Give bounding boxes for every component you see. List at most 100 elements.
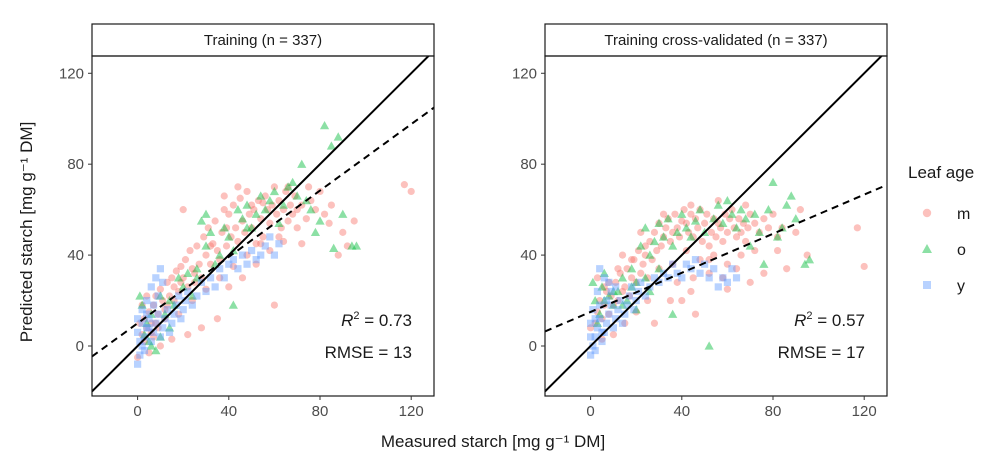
point-o — [718, 218, 728, 227]
panel-frame — [91, 55, 435, 397]
point-y — [596, 265, 604, 273]
point-o — [274, 218, 284, 227]
point-m — [796, 206, 804, 214]
point-m — [694, 224, 702, 232]
point-o — [649, 236, 660, 246]
point-y — [175, 292, 183, 300]
point-o — [242, 200, 252, 209]
point-o — [731, 223, 742, 232]
point-m — [662, 224, 670, 232]
point-o — [668, 241, 678, 250]
data-points — [587, 177, 868, 359]
point-m — [197, 324, 206, 332]
point-m — [657, 242, 665, 250]
panel-title: Training (n = 337) — [204, 32, 322, 49]
point-m — [669, 228, 677, 236]
point-m — [760, 215, 768, 223]
point-y — [143, 296, 151, 305]
point-y — [159, 278, 167, 286]
legend-label-y: y — [957, 278, 965, 295]
y-tick-label: 0 — [76, 338, 84, 355]
point-m — [751, 246, 759, 255]
point-m — [659, 233, 668, 241]
point-m — [705, 269, 713, 277]
point-m — [632, 278, 640, 286]
point-m — [600, 283, 608, 291]
point-m — [628, 256, 636, 264]
point-m — [286, 201, 294, 209]
point-o — [736, 205, 746, 214]
point-o — [319, 120, 330, 130]
point-y — [188, 301, 196, 309]
point-m — [298, 201, 306, 209]
point-m — [746, 278, 754, 286]
point-m — [213, 246, 221, 255]
point-y — [719, 274, 727, 282]
point-m — [853, 224, 861, 232]
point-y — [147, 283, 155, 291]
point-m — [783, 265, 791, 273]
point-m — [755, 228, 763, 236]
point-m — [179, 274, 187, 282]
point-m — [616, 269, 624, 277]
point-y — [177, 315, 185, 323]
point-y — [696, 269, 704, 277]
point-m — [268, 201, 276, 209]
point-y — [587, 333, 595, 341]
point-o — [741, 214, 751, 223]
point-m — [298, 240, 306, 248]
point-o — [256, 191, 266, 200]
point-m — [666, 296, 675, 305]
point-o — [137, 300, 147, 309]
point-m — [206, 260, 215, 268]
point-m — [220, 206, 228, 214]
legend-label-o: o — [957, 242, 966, 259]
point-o — [668, 309, 678, 318]
point-m — [751, 219, 759, 227]
x-tick-label: 80 — [312, 403, 329, 420]
x-tick-label: 40 — [673, 403, 690, 420]
point-m — [222, 242, 231, 250]
point-o — [201, 209, 211, 218]
point-o — [205, 227, 216, 237]
point-y — [691, 256, 700, 264]
point-y — [248, 246, 256, 255]
point-o — [663, 214, 673, 223]
point-m — [685, 228, 693, 236]
point-m — [646, 237, 654, 246]
point-o — [151, 345, 161, 355]
point-y — [134, 360, 142, 368]
point-m — [735, 215, 743, 223]
point-y — [140, 346, 149, 355]
point-o — [135, 291, 145, 300]
point-y — [147, 337, 155, 346]
point-o — [283, 182, 293, 191]
point-m — [682, 219, 690, 227]
point-m — [149, 333, 158, 341]
point-m — [213, 315, 221, 323]
point-o — [695, 205, 705, 214]
point-m — [723, 285, 732, 293]
point-y — [682, 260, 690, 268]
point-y — [138, 342, 146, 350]
point-o — [178, 282, 188, 291]
point-m — [644, 274, 652, 282]
point-m — [625, 292, 633, 300]
point-m — [143, 324, 151, 332]
legend-key-y — [923, 281, 931, 289]
point-m — [655, 219, 663, 227]
point-m — [238, 274, 247, 282]
point-o — [201, 241, 211, 250]
point-m — [691, 215, 700, 223]
point-m — [723, 260, 732, 268]
point-m — [703, 210, 711, 218]
point-m — [222, 224, 231, 232]
point-y — [609, 324, 617, 332]
point-m — [705, 256, 713, 264]
point-m — [689, 274, 697, 282]
point-y — [630, 306, 638, 314]
point-o — [597, 282, 607, 291]
panel-title: Training cross-validated (n = 337) — [604, 32, 827, 49]
point-y — [234, 265, 242, 273]
point-o — [297, 159, 307, 168]
